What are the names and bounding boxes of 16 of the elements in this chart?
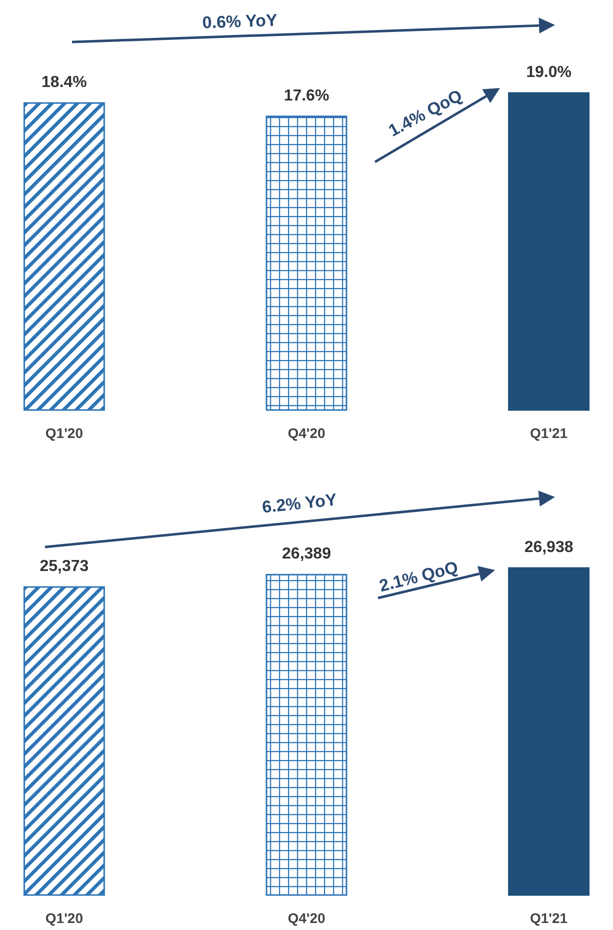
annotation: 1.4% QoQ: [386, 86, 466, 140]
data-label: 26,389: [282, 546, 332, 563]
data-label: 18.4%: [42, 74, 87, 92]
data-label: 19.0%: [526, 64, 572, 81]
x-tick-label: Q1'21: [530, 425, 568, 441]
x-tick-label: Q4'20: [288, 425, 326, 441]
data-label: 26,938: [524, 539, 574, 556]
text: 0.6% YoY: [202, 10, 278, 32]
x-tick-label: Q1'21: [530, 910, 568, 926]
annotation: 2.1% QoQ: [377, 558, 460, 596]
text: 6.2% YoY: [261, 490, 338, 517]
data-label: 25,373: [40, 558, 89, 575]
x-tick-label: Q4'20: [288, 910, 326, 926]
x-tick-label: Q1'20: [45, 910, 84, 926]
x-tick-label: Q1'20: [45, 425, 84, 441]
data-label: 17.6%: [284, 87, 330, 104]
